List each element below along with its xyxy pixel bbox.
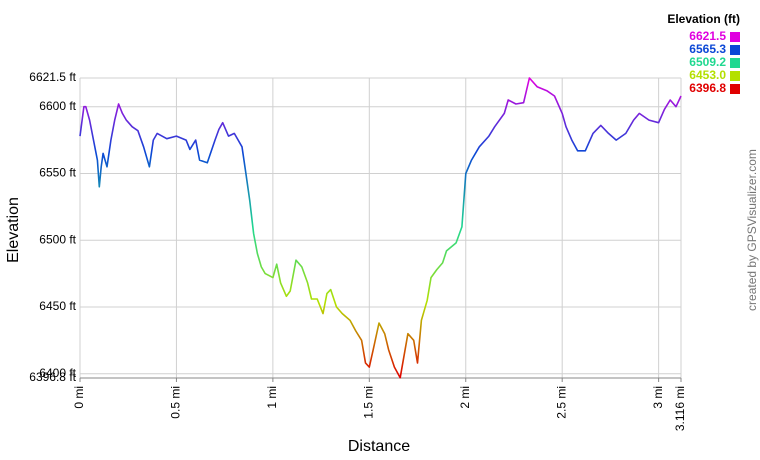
y-tick-label: 6550 ft: [39, 166, 76, 180]
x-tick-label: 0.5 mi: [169, 386, 183, 419]
y-tick-label: 6450 ft: [39, 299, 76, 313]
y-axis-label: Elevation: [5, 197, 22, 263]
legend-swatch: [730, 84, 740, 94]
y-tick-label: 6621.5 ft: [29, 70, 76, 84]
x-tick-label: 1 mi: [265, 386, 279, 409]
legend-value: 6453.0: [689, 68, 726, 82]
legend-value: 6509.2: [689, 55, 726, 69]
x-tick-label: 1.5 mi: [361, 386, 375, 419]
legend-title: Elevation (ft): [667, 12, 740, 26]
x-tick-label: 3.116 mi: [673, 386, 687, 431]
x-tick-label: 2 mi: [458, 386, 472, 409]
legend-swatch: [730, 32, 740, 42]
watermark: created by GPSVisualizer.com: [745, 149, 759, 311]
legend-value: 6396.8: [689, 81, 726, 95]
x-tick-label: 2.5 mi: [554, 386, 568, 419]
y-tick-label: 6600 ft: [39, 99, 76, 113]
legend-swatch: [730, 58, 740, 68]
x-axis-label: Distance: [348, 438, 410, 455]
legend-value: 6621.5: [689, 29, 726, 43]
legend-swatch: [730, 71, 740, 81]
y-tick-label: 6396.8 ft: [29, 370, 76, 384]
x-tick-label: 3 mi: [651, 386, 665, 409]
y-tick-label: 6400 ft: [39, 366, 76, 380]
legend-swatch: [730, 45, 740, 55]
x-tick-label: 0 mi: [72, 386, 86, 409]
y-tick-label: 6500 ft: [39, 232, 76, 246]
legend-value: 6565.3: [689, 42, 726, 56]
elevation-line: [79, 77, 682, 379]
